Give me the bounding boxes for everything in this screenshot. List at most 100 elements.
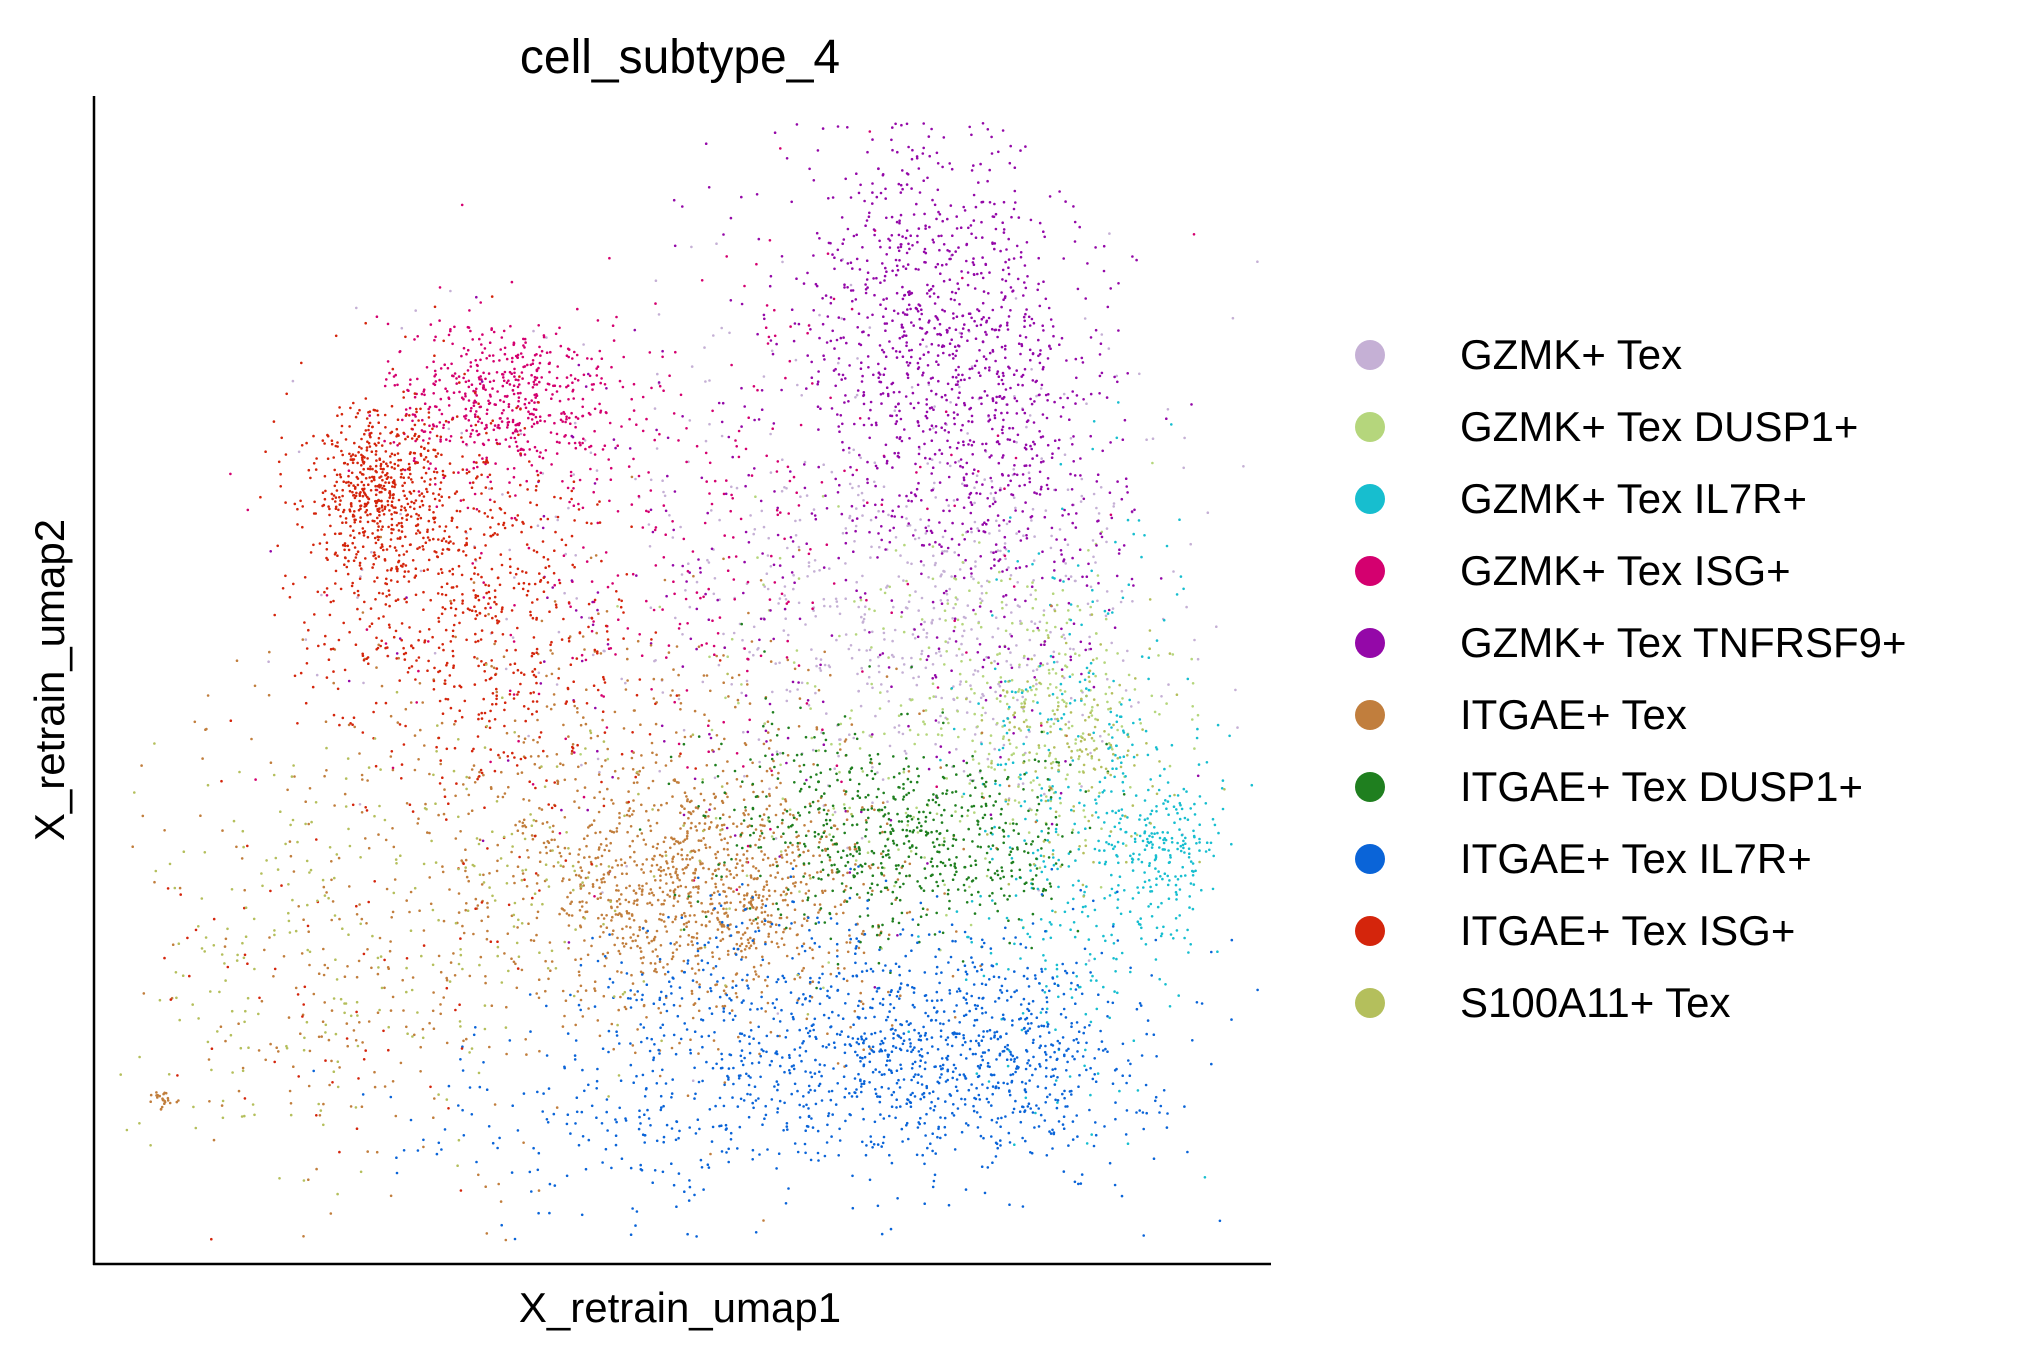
data-point: [567, 941, 571, 944]
data-point: [705, 674, 709, 677]
data-point: [741, 955, 744, 959]
data-point: [1098, 791, 1101, 795]
data-point: [566, 486, 570, 490]
data-point: [1023, 281, 1026, 284]
data-point: [1050, 534, 1053, 538]
data-point: [882, 298, 885, 301]
data-point: [907, 522, 910, 525]
data-point: [499, 399, 502, 402]
data-point: [895, 436, 899, 439]
data-point: [974, 565, 977, 568]
data-point: [980, 271, 983, 275]
data-point: [901, 355, 905, 359]
data-point: [757, 869, 760, 873]
data-point: [760, 911, 764, 914]
data-point: [694, 954, 697, 958]
data-point: [695, 580, 699, 584]
data-point: [688, 605, 692, 609]
data-point: [659, 944, 663, 947]
data-point: [783, 537, 786, 541]
data-point: [1103, 821, 1106, 824]
data-point: [1021, 373, 1025, 377]
data-point: [1014, 509, 1017, 512]
data-point: [791, 680, 795, 684]
data-point: [1001, 606, 1004, 610]
data-point: [746, 938, 750, 941]
data-point: [863, 199, 866, 203]
data-point: [1053, 560, 1056, 564]
data-point: [618, 379, 622, 383]
data-point: [765, 572, 769, 575]
data-point: [1111, 736, 1114, 739]
data-point: [395, 652, 399, 655]
data-point: [464, 407, 468, 411]
data-point: [758, 760, 761, 764]
data-point: [1003, 724, 1006, 727]
data-point: [846, 286, 849, 289]
data-point: [1158, 977, 1161, 981]
data-point: [740, 949, 743, 953]
data-point: [953, 619, 956, 623]
data-point: [993, 558, 996, 561]
data-point: [755, 906, 759, 909]
data-point: [1116, 855, 1119, 858]
data-point: [568, 878, 571, 881]
data-point: [520, 968, 524, 972]
data-point: [828, 605, 832, 608]
data-point: [923, 212, 926, 216]
data-point: [422, 439, 425, 442]
data-point: [766, 920, 770, 924]
data-point: [712, 592, 716, 596]
data-point: [977, 529, 981, 533]
data-point: [783, 594, 786, 597]
data-point: [611, 866, 614, 869]
data-point: [913, 628, 916, 631]
data-point: [681, 868, 685, 871]
data-point: [971, 758, 975, 761]
data-point: [873, 480, 876, 484]
data-point: [1024, 443, 1028, 447]
data-point: [810, 360, 813, 364]
data-point: [1124, 775, 1127, 778]
data-point: [932, 554, 935, 558]
data-point: [769, 274, 773, 278]
data-point: [718, 518, 721, 522]
data-point: [564, 420, 567, 424]
data-point: [769, 925, 772, 928]
data-point: [1000, 305, 1003, 309]
data-point: [1036, 887, 1040, 891]
data-point: [1154, 867, 1157, 870]
data-point: [996, 763, 1000, 766]
data-point: [1228, 734, 1231, 738]
data-point: [549, 431, 553, 434]
data-point: [1175, 808, 1178, 811]
data-point: [992, 498, 996, 501]
data-point: [506, 423, 510, 427]
data-point: [576, 417, 580, 420]
data-point: [981, 675, 985, 678]
data-point: [519, 391, 522, 395]
data-point: [859, 596, 862, 599]
data-point: [1042, 609, 1046, 612]
data-point: [1019, 619, 1022, 623]
data-point: [730, 493, 733, 497]
data-point: [522, 448, 525, 452]
data-point: [930, 458, 934, 462]
data-point: [961, 423, 964, 427]
data-point: [991, 399, 995, 403]
data-point: [555, 440, 559, 444]
data-point: [476, 904, 480, 907]
data-point: [1046, 686, 1050, 690]
data-point: [926, 462, 929, 465]
data-point: [534, 819, 538, 823]
data-point: [628, 447, 632, 450]
data-point: [817, 465, 820, 469]
data-point: [1189, 807, 1192, 810]
data-point: [953, 345, 957, 349]
data-point: [576, 990, 580, 993]
data-point: [895, 220, 899, 224]
data-point: [713, 479, 717, 483]
data-point: [787, 600, 790, 604]
data-point: [655, 929, 659, 933]
data-point: [827, 809, 830, 812]
